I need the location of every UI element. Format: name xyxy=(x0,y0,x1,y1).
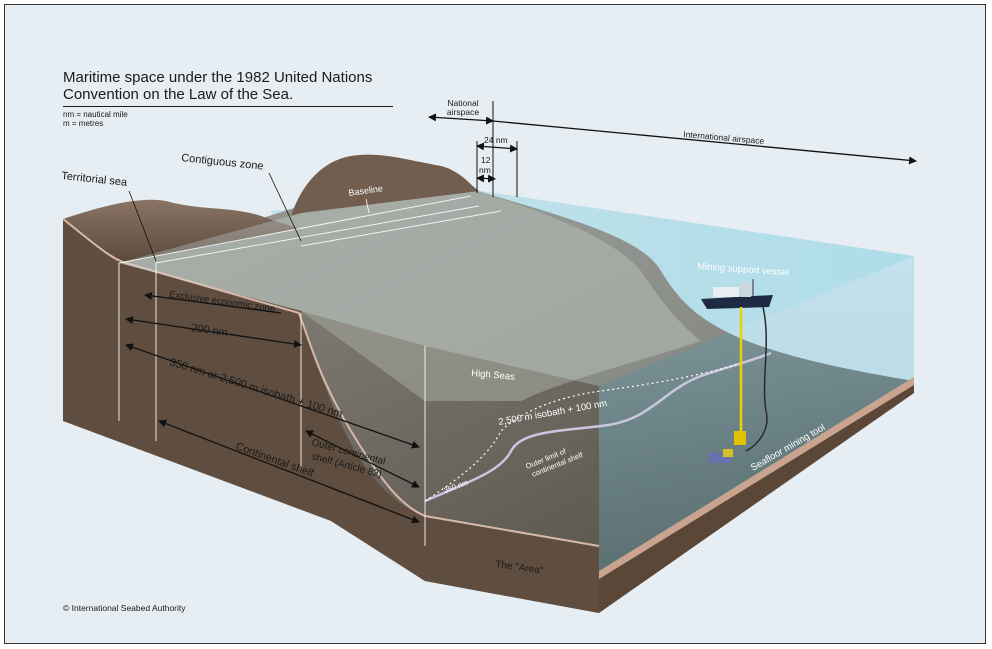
nm24-label: 24 nm xyxy=(484,135,508,145)
copyright: © International Seabed Authority xyxy=(63,603,186,613)
unclos-diagram: National airspace International airspace… xyxy=(61,98,917,613)
seafloor-mining-tool xyxy=(709,449,733,463)
baseline-pointer xyxy=(365,198,370,214)
diagram-frame: National airspace International airspace… xyxy=(4,4,986,644)
legend-m: m = metres xyxy=(63,119,104,128)
dimension-arrows xyxy=(125,113,917,524)
outer-limit-dotted xyxy=(424,362,742,502)
nm200-label: 200 nm xyxy=(191,322,229,339)
international-airspace-label: International airspace xyxy=(683,129,765,146)
sea-surface-top xyxy=(119,191,914,386)
mining-vessel xyxy=(701,279,773,309)
legend-nm: nm = nautical mile xyxy=(63,110,128,119)
land-hill xyxy=(291,154,479,216)
high-seas-label: High Seas xyxy=(471,368,516,383)
land-left xyxy=(63,199,301,263)
nm12-label-2: nm xyxy=(479,165,491,175)
title-block: Maritime space under the 1982 United Nat… xyxy=(63,69,393,128)
territorial-sea-line xyxy=(128,190,157,262)
block-right-top xyxy=(599,377,914,579)
water-volume xyxy=(599,256,914,576)
vertical-markers xyxy=(476,101,518,197)
contiguous-zone-line xyxy=(268,172,302,242)
national-airspace-label: National xyxy=(447,98,478,108)
nm12-label: 12 xyxy=(481,155,491,165)
isobath-line xyxy=(424,351,772,503)
territorial-sea-label: Territorial sea xyxy=(61,170,129,189)
baseline-label: Baseline xyxy=(348,183,384,198)
umbilical-cable xyxy=(745,306,768,452)
national-airspace-label-2: airspace xyxy=(447,107,479,117)
contiguous-zone-label: Contiguous zone xyxy=(181,152,264,173)
shelf-surface xyxy=(119,189,701,401)
pump-module xyxy=(734,431,746,445)
page-title: Maritime space under the 1982 United Nat… xyxy=(63,69,393,107)
block-right-face xyxy=(599,381,914,613)
